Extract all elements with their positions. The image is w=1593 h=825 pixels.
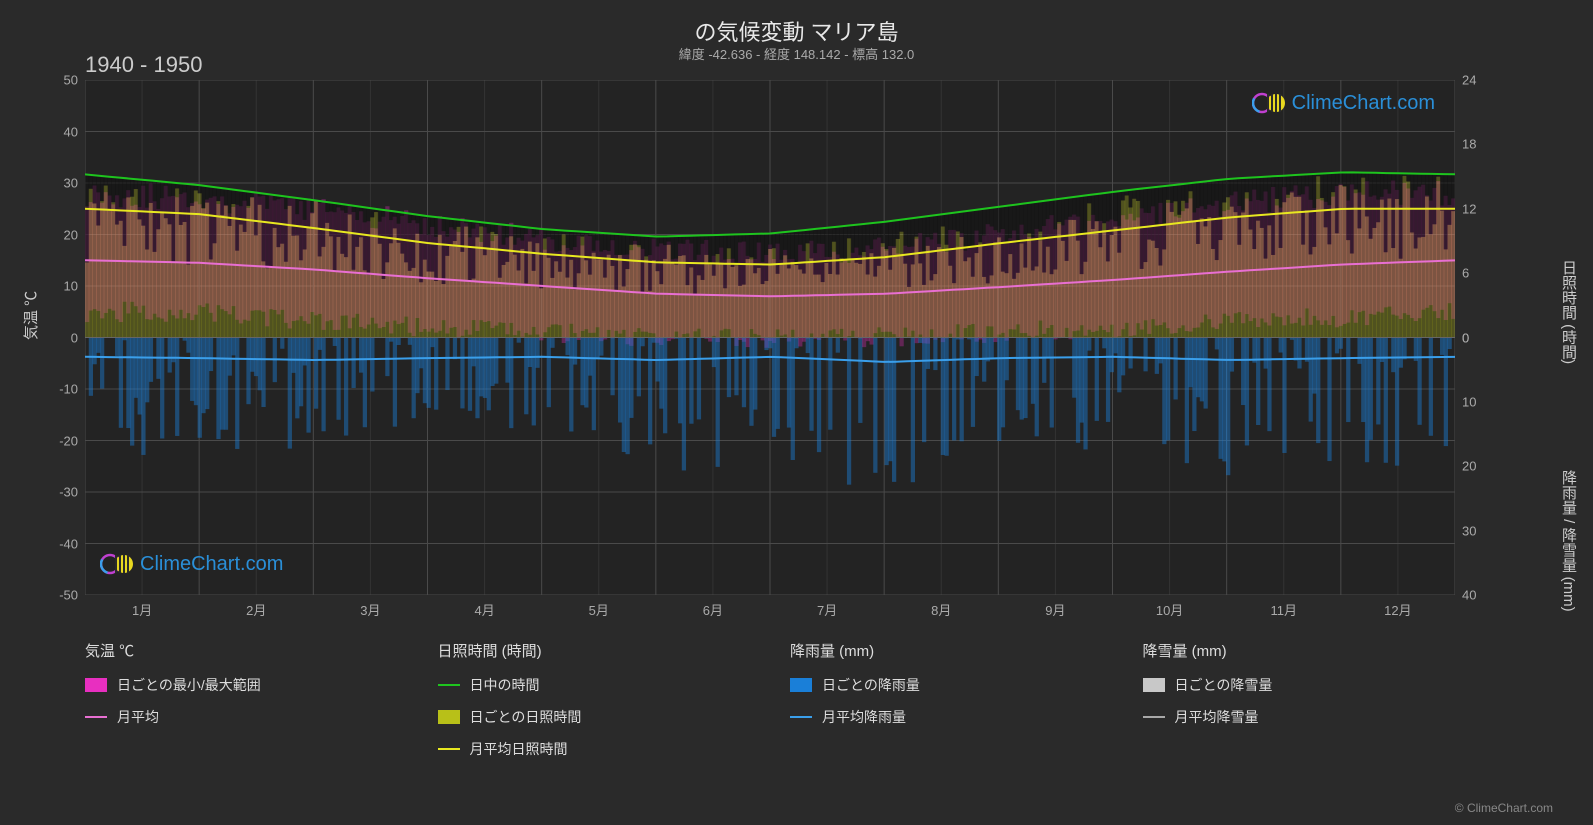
x-tick: 9月: [1045, 600, 1065, 619]
y-axis-right-label-precip: 降雨量 / 降雪量 (mm): [1558, 470, 1579, 612]
legend-snow-header: 降雪量 (mm): [1143, 640, 1456, 661]
x-tick: 6月: [703, 600, 723, 619]
legend-rain-header: 降雨量 (mm): [790, 640, 1103, 661]
y-tick-right-top: 18: [1462, 137, 1476, 152]
y-tick-left: -10: [38, 382, 78, 397]
swatch-rain-avg: [790, 716, 812, 718]
x-tick: 4月: [474, 600, 494, 619]
legend-sun-header: 日照時間 (時間): [438, 640, 751, 661]
chart-title: の気候変動 マリア島: [694, 15, 898, 47]
legend-snow-daily: 日ごとの降雪量: [1143, 675, 1456, 695]
climechart-logo-icon: [100, 551, 134, 577]
period-label: 1940 - 1950: [85, 52, 202, 78]
legend-daylight: 日中の時間: [438, 675, 751, 695]
watermark-top: ClimeChart.com: [1252, 90, 1435, 116]
credit: © ClimeChart.com: [1455, 801, 1553, 815]
y-tick-right-top: 12: [1462, 201, 1476, 216]
legend-col-sun: 日照時間 (時間) 日中の時間 日ごとの日照時間 月平均日照時間: [438, 640, 751, 771]
legend-rain-daily: 日ごとの降雨量: [790, 675, 1103, 695]
legend-temp-avg: 月平均: [85, 707, 398, 727]
climechart-logo-icon: [1252, 90, 1286, 116]
x-tick: 7月: [817, 600, 837, 619]
x-tick: 2月: [246, 600, 266, 619]
y-tick-left: -40: [38, 536, 78, 551]
y-tick-right-bot: 30: [1462, 523, 1476, 538]
swatch-temp-range: [85, 678, 107, 692]
y-tick-right-top: 24: [1462, 73, 1476, 88]
plot-svg: [85, 80, 1455, 595]
swatch-snow-avg: [1143, 716, 1165, 718]
swatch-rain-daily: [790, 678, 812, 692]
y-tick-left: -50: [38, 588, 78, 603]
legend-rain-avg: 月平均降雨量: [790, 707, 1103, 727]
swatch-temp-avg: [85, 716, 107, 718]
legend: 気温 ℃ 日ごとの最小/最大範囲 月平均 日照時間 (時間) 日中の時間 日ごと…: [85, 640, 1455, 771]
y-tick-right-bot: 10: [1462, 394, 1476, 409]
y-axis-right-label-sun: 日照時間 (時間): [1558, 260, 1579, 364]
x-tick: 5月: [589, 600, 609, 619]
y-tick-right-top: 6: [1462, 266, 1469, 281]
y-tick-right-bot: 40: [1462, 588, 1476, 603]
legend-sun-daily: 日ごとの日照時間: [438, 707, 751, 727]
x-tick: 3月: [360, 600, 380, 619]
watermark-bottom: ClimeChart.com: [100, 551, 283, 577]
x-tick: 12月: [1384, 600, 1411, 619]
legend-col-temp: 気温 ℃ 日ごとの最小/最大範囲 月平均: [85, 640, 398, 771]
watermark-text: ClimeChart.com: [1292, 92, 1435, 115]
y-tick-left: 30: [38, 176, 78, 191]
y-tick-left: 10: [38, 279, 78, 294]
legend-temp-header: 気温 ℃: [85, 640, 398, 661]
watermark-text: ClimeChart.com: [140, 553, 283, 576]
y-tick-left: 20: [38, 227, 78, 242]
legend-col-snow: 降雪量 (mm) 日ごとの降雪量 月平均降雪量: [1143, 640, 1456, 771]
swatch-sun-avg: [438, 748, 460, 750]
swatch-snow-daily: [1143, 678, 1165, 692]
y-tick-left: 0: [38, 330, 78, 345]
legend-temp-range: 日ごとの最小/最大範囲: [85, 675, 398, 695]
y-tick-left: -30: [38, 485, 78, 500]
climate-chart: の気候変動 マリア島 緯度 -42.636 - 経度 148.142 - 標高 …: [0, 0, 1593, 825]
plot-area: ClimeChart.com ClimeChart.com: [85, 80, 1455, 595]
y-tick-left: -20: [38, 433, 78, 448]
y-tick-left: 50: [38, 73, 78, 88]
swatch-sun-daily: [438, 710, 460, 724]
x-tick: 8月: [931, 600, 951, 619]
legend-snow-avg: 月平均降雪量: [1143, 707, 1456, 727]
chart-subtitle: 緯度 -42.636 - 経度 148.142 - 標高 132.0: [679, 44, 915, 63]
y-tick-right-bot: 0: [1462, 330, 1469, 345]
legend-sun-avg: 月平均日照時間: [438, 739, 751, 759]
swatch-daylight: [438, 684, 460, 686]
y-tick-left: 40: [38, 124, 78, 139]
y-tick-right-bot: 20: [1462, 459, 1476, 474]
x-tick: 11月: [1271, 600, 1298, 619]
x-tick: 1月: [132, 600, 152, 619]
x-tick: 10月: [1156, 600, 1183, 619]
legend-col-rain: 降雨量 (mm) 日ごとの降雨量 月平均降雨量: [790, 640, 1103, 771]
